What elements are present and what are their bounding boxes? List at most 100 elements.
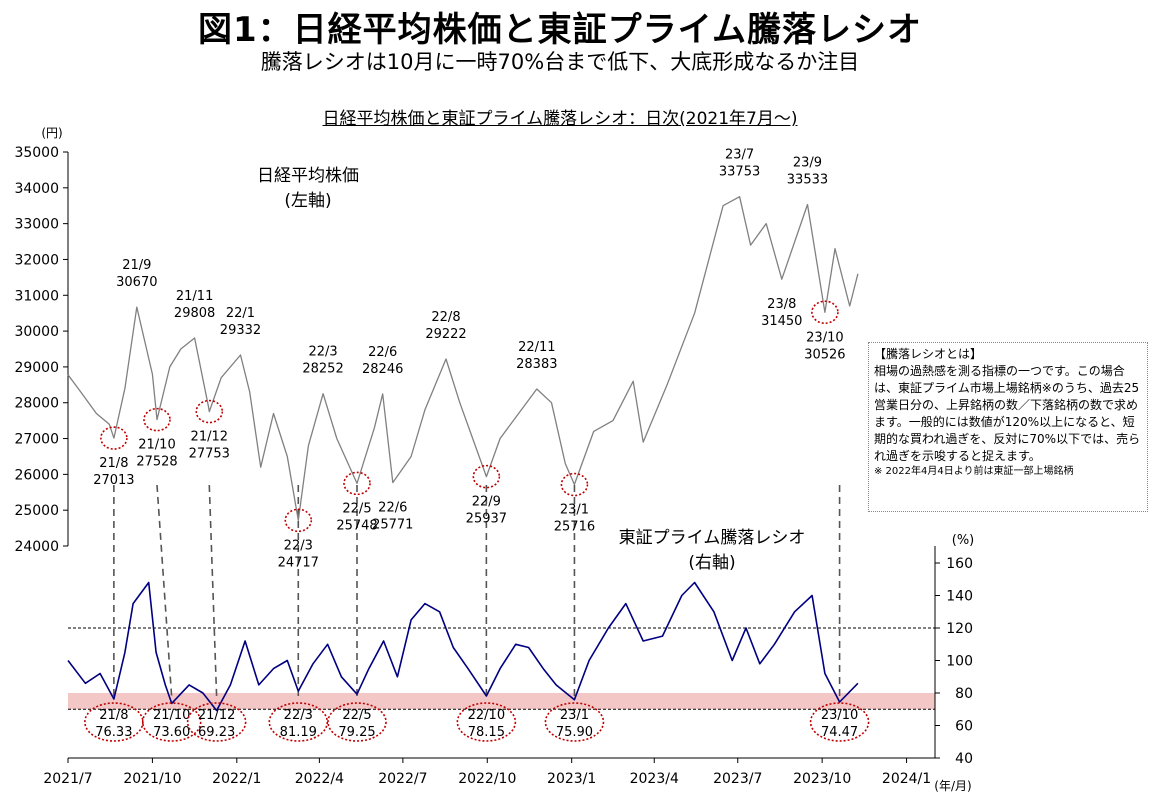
x-axis-tick-label: 2023/4 bbox=[630, 771, 679, 787]
annotation-label-date: 23/9 bbox=[793, 156, 822, 171]
annotation-label-date: 21/10 bbox=[153, 708, 190, 723]
series-line-nikkei bbox=[67, 196, 859, 521]
oversold-band bbox=[68, 693, 935, 710]
annotation-label-value: 27753 bbox=[189, 447, 230, 462]
connector-line bbox=[208, 484, 218, 698]
annotation-label-value: 29808 bbox=[174, 306, 215, 321]
left-axis-tick-label: 32000 bbox=[14, 252, 59, 268]
right-axis-tick-label: 160 bbox=[946, 556, 973, 572]
annotation-label-value: 25716 bbox=[554, 520, 595, 535]
annotation-circle bbox=[544, 702, 605, 742]
x-axis-tick-label: 2022/4 bbox=[295, 771, 344, 787]
annotation-label-value: 75.90 bbox=[556, 725, 593, 740]
annotation-circle bbox=[141, 702, 202, 742]
annotation-label-value: 33533 bbox=[787, 173, 828, 188]
chart-title-text: 日経平均株価と東証プライム騰落レシオ：日次(2021年7月～) bbox=[322, 109, 798, 129]
annotation-label-date: 23/8 bbox=[767, 297, 796, 312]
left-axis-tick-label: 30000 bbox=[14, 324, 59, 340]
right-axis-tick-label: 60 bbox=[955, 719, 973, 735]
series-line-ratio bbox=[67, 581, 859, 712]
annotation-label-value: 29332 bbox=[220, 323, 261, 338]
annotation-circle bbox=[343, 471, 371, 496]
left-axis-unit: (円) bbox=[41, 126, 62, 140]
annotation-label-value: 28246 bbox=[362, 362, 403, 377]
page-subtitle: 騰落レシオは10月に一時70%台まで低下、大底形成なるか注目 bbox=[260, 50, 860, 74]
annotation-label-date: 22/6 bbox=[378, 501, 407, 516]
annotation-label-value: 25937 bbox=[466, 512, 507, 527]
annotation-circle bbox=[100, 426, 128, 450]
annotation-label-value: 79.25 bbox=[338, 725, 375, 740]
annotation-label-value: 24717 bbox=[278, 555, 319, 570]
left-axis-tick-label: 31000 bbox=[14, 288, 59, 304]
annotation-label-date: 22/10 bbox=[468, 708, 505, 723]
annotation-circle bbox=[811, 300, 839, 325]
x-axis-tick-label: 2022/1 bbox=[212, 771, 261, 787]
annotation-label-value: 74.47 bbox=[821, 725, 858, 740]
annotation-circle bbox=[327, 702, 387, 742]
annotation-circle bbox=[456, 702, 517, 742]
annotation-label-value: 25748 bbox=[336, 518, 377, 533]
x-axis-tick-label: 2023/1 bbox=[547, 771, 596, 787]
annotation-label-value: 33753 bbox=[719, 165, 760, 180]
left-axis-tick-label: 29000 bbox=[14, 360, 59, 376]
right-axis-tick-label: 140 bbox=[946, 589, 973, 605]
annotation-label-value: 76.33 bbox=[95, 725, 132, 740]
annotation-label-date: 23/10 bbox=[806, 330, 843, 345]
note-box: 【騰落レシオとは】 相場の過熱感を測る指標の一つです。この場合は、東証プライム市… bbox=[868, 342, 1148, 512]
page-title: 図1：日経平均株価と東証プライム騰落レシオ bbox=[198, 10, 922, 50]
annotation-label-date: 22/8 bbox=[431, 310, 460, 325]
x-axis-tick-label: 2022/10 bbox=[458, 771, 516, 787]
annotation-label-date: 21/12 bbox=[198, 708, 235, 723]
annotation-label-date: 23/1 bbox=[560, 503, 589, 518]
right-axis-unit: (%) bbox=[952, 533, 975, 548]
annotation-circle bbox=[809, 702, 870, 742]
series-label-ratio: 東証プライム騰落レシオ bbox=[619, 528, 806, 548]
annotation-label-value: 69.23 bbox=[198, 725, 235, 740]
annotation-circle bbox=[195, 399, 224, 424]
left-axis-tick-label: 34000 bbox=[14, 181, 59, 197]
x-axis-unit: (年/月) bbox=[934, 779, 971, 793]
annotation-label-date: 21/8 bbox=[99, 708, 128, 723]
annotation-label-date: 23/7 bbox=[725, 148, 754, 163]
series-label-ratio-axis: (右軸) bbox=[688, 553, 735, 573]
chart-title: 日経平均株価と東証プライム騰落レシオ：日次(2021年7月～) bbox=[0, 104, 1120, 129]
annotation-label-value: 30670 bbox=[116, 275, 157, 290]
series-label-nikkei-axis: (左軸) bbox=[284, 191, 331, 211]
annotation-label-date: 22/5 bbox=[342, 708, 371, 723]
annotation-label-value: 28252 bbox=[302, 362, 343, 377]
annotation-label-value: 31450 bbox=[761, 314, 802, 329]
left-axis-tick-label: 27000 bbox=[14, 432, 59, 448]
x-axis-tick-label: 2023/10 bbox=[793, 771, 851, 787]
annotation-circle bbox=[143, 407, 171, 432]
right-axis-tick-label: 40 bbox=[955, 751, 973, 767]
annotation-circle bbox=[472, 464, 501, 489]
annotation-label-date: 23/1 bbox=[560, 708, 589, 723]
series-label-nikkei: 日経平均株価 bbox=[257, 166, 359, 186]
annotation-label-value: 25771 bbox=[372, 518, 413, 533]
left-axis-tick-label: 35000 bbox=[14, 145, 59, 161]
left-axis-tick-label: 26000 bbox=[14, 467, 59, 483]
annotation-label-date: 21/8 bbox=[99, 456, 128, 471]
annotation-label-value: 27013 bbox=[93, 473, 134, 488]
x-axis-tick-label: 2021/10 bbox=[123, 771, 181, 787]
annotation-circle bbox=[186, 702, 247, 742]
right-axis-tick-label: 100 bbox=[946, 654, 973, 670]
right-axis-tick-label: 80 bbox=[955, 686, 973, 702]
annotation-label-date: 21/9 bbox=[122, 258, 151, 273]
annotation-circle bbox=[560, 472, 589, 497]
x-axis-tick-label: 2022/7 bbox=[378, 771, 427, 787]
annotation-label-date: 22/9 bbox=[472, 495, 501, 510]
annotation-label-value: 27528 bbox=[136, 455, 177, 470]
annotation-label-value: 81.19 bbox=[280, 725, 317, 740]
annotation-label-date: 22/3 bbox=[284, 538, 313, 553]
annotation-circle bbox=[84, 702, 144, 742]
annotation-label-value: 73.60 bbox=[153, 725, 190, 740]
annotation-label-date: 22/11 bbox=[518, 340, 555, 355]
note-footnote: ※ 2022年4月4日より前は東証一部上場銘柄 bbox=[874, 466, 1074, 477]
annotation-label-value: 29222 bbox=[425, 327, 466, 342]
left-axis-tick-label: 25000 bbox=[14, 503, 59, 519]
annotation-label-value: 78.15 bbox=[468, 725, 505, 740]
annotation-label-date: 22/3 bbox=[284, 708, 313, 723]
annotation-label-date: 22/3 bbox=[308, 345, 337, 360]
